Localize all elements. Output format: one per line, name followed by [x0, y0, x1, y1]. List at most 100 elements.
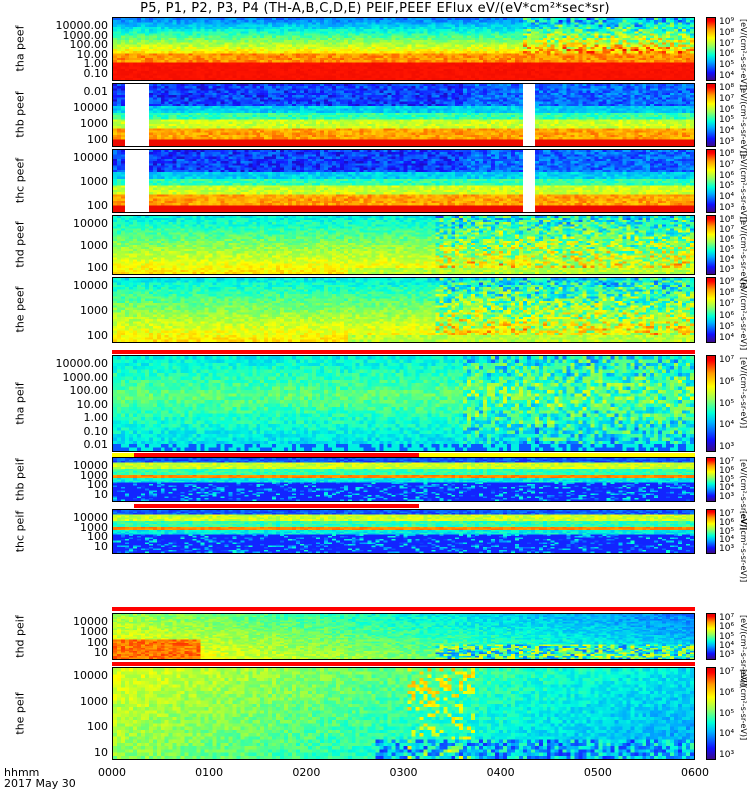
- colorbar-unit-label: [eV/(cm²-s-sr-eV)]: [739, 511, 748, 583]
- heatmap-cells-the-peif: [113, 668, 694, 759]
- y-tick-label: 0.10: [83, 424, 109, 438]
- colorbar-tick-label: 10⁷: [719, 509, 735, 519]
- y-tick-label: 1000: [80, 175, 108, 188]
- flag-bar: [112, 607, 695, 611]
- colorbar-tick-label: 10³: [719, 137, 735, 147]
- y-axis-label-thb-peif: thb peif: [13, 457, 27, 501]
- heatmap-panel-the-peif: [112, 667, 695, 760]
- colorbar-tick-label: 10⁸: [719, 215, 735, 225]
- colorbar-tick-label: 10⁵: [719, 245, 735, 255]
- y-tick-label: 10000: [73, 511, 108, 524]
- plot-title: P5, P1, P2, P3, P4 (TH-A,B,C,D,E) PEIF,P…: [140, 1, 610, 16]
- y-tick-label: 100: [87, 133, 108, 146]
- colorbar-tick-label: 10⁵: [719, 526, 735, 537]
- x-tick-label: 0000: [98, 766, 126, 779]
- colorbar-unit-label: [eV/(cm²-s-sr-eV)]: [739, 19, 748, 91]
- colorbar-tha-peif: [706, 355, 716, 452]
- colorbar-unit-label: [eV/(cm²-s-sr-eV)]: [739, 151, 748, 223]
- y-tick-label: 100: [87, 530, 108, 544]
- x-tick-label: 0400: [486, 766, 515, 779]
- y-axis-label-tha-peef: tha peef: [13, 25, 27, 72]
- y-tick-label: 0.01: [83, 438, 109, 451]
- heatmap-panel-thd-peef: [112, 215, 695, 275]
- colorbar-tick-label: 10⁴: [719, 71, 735, 81]
- colorbar-tick-label: 10⁶: [719, 49, 735, 60]
- colorbar-tick-label: 10⁷: [719, 93, 735, 104]
- colorbar-thc-peef: [706, 149, 716, 213]
- x-tick-label: 0600: [681, 766, 709, 779]
- y-tick-label: 10000.00: [55, 19, 109, 32]
- y-tick-label: 1000: [80, 468, 108, 482]
- colorbar-tick-label: 10⁷: [719, 667, 735, 677]
- colorbar-unit-label: [eV/(cm²-s-sr-eV)]: [739, 217, 748, 289]
- colorbar-tick-label: 10⁵: [719, 474, 735, 485]
- colorbar-tick-label: 10³: [719, 203, 735, 213]
- y-tick-label: 100.00: [69, 384, 109, 397]
- colorbar-thb-peef: [706, 83, 716, 147]
- y-tick-label: 10000: [73, 151, 108, 164]
- colorbar-the-peif: [706, 667, 716, 760]
- y-tick-label: 100: [87, 720, 108, 734]
- x-tick-label: 0300: [389, 766, 418, 779]
- y-tick-label: 10000: [73, 669, 108, 682]
- colorbar-tick-label: 10⁶: [719, 170, 735, 181]
- colorbar-tick-label: 10⁷: [719, 225, 735, 235]
- colorbar-tick-label: 10³: [719, 750, 735, 760]
- y-tick-label: 0.01: [83, 85, 109, 98]
- colorbar-tick-label: 10⁵: [719, 115, 735, 126]
- y-tick-label: 10: [94, 540, 108, 553]
- colorbar-unit-label: [eV/(cm²-s-sr-eV)]: [739, 279, 748, 351]
- colorbar-tick-label: 10⁴: [719, 192, 735, 203]
- y-tick-label: 100: [87, 199, 108, 212]
- x-tick-label: 0500: [583, 766, 612, 779]
- y-axis-label-thd-peif: thd peif: [13, 614, 27, 658]
- colorbar-tick-label: 10⁴: [719, 333, 735, 343]
- colorbar-tick-label: 10⁴: [719, 535, 735, 546]
- x-tick-label: 0200: [292, 766, 321, 779]
- colorbar-thb-peif: [706, 457, 716, 502]
- colorbar-tick-label: 10⁶: [719, 622, 735, 633]
- y-tick-label: 10.00: [76, 47, 109, 61]
- y-tick-label: 1.00: [83, 411, 109, 424]
- y-axis-label-thc-peif: thc peif: [13, 510, 27, 552]
- colorbar-tick-label: 10⁸: [719, 149, 735, 159]
- y-tick-label: 1000: [80, 694, 108, 708]
- heatmap-panel-tha-peif: [112, 355, 695, 452]
- heatmap-panel-thc-peif: [112, 509, 695, 554]
- heatmap-panel-thb-peif: [112, 457, 695, 502]
- heatmap-cells-the-peef: [113, 278, 694, 342]
- colorbar-tick-label: 10⁴: [719, 420, 735, 431]
- colorbar-tick-label: 10³: [719, 442, 735, 452]
- y-tick-label: 10000: [73, 279, 108, 292]
- colorbar-tick-label: 10⁵: [719, 398, 735, 409]
- colorbar-thd-peif: [706, 613, 716, 660]
- colorbar-thc-peif: [706, 509, 716, 554]
- heatmap-panel-tha-peef: [112, 17, 695, 81]
- flag-bar: [112, 350, 695, 354]
- flag-bar: [134, 504, 419, 508]
- y-tick-label: 1000: [80, 520, 108, 534]
- colorbar-tick-label: 10³: [719, 544, 735, 554]
- colorbar-tick-label: 10⁸: [719, 288, 735, 299]
- heatmap-cells-thc-peif: [113, 510, 694, 553]
- colorbar-tick-label: 10⁴: [719, 483, 735, 494]
- heatmap-panel-thb-peef: [112, 83, 695, 147]
- colorbar-unit-label: [eV/(cm²-s-sr-eV)]: [739, 669, 748, 741]
- flag-bar: [134, 453, 419, 457]
- colorbar-tick-label: 10⁵: [719, 321, 735, 332]
- colorbar-unit-label: [eV/(cm²-s-sr-eV)]: [739, 85, 748, 157]
- y-tick-label: 10000: [73, 101, 108, 114]
- colorbar-thd-peef: [706, 215, 716, 275]
- colorbar-tick-label: 10⁷: [719, 355, 735, 365]
- y-axis-label-thd-peef: thd peef: [13, 221, 27, 268]
- y-tick-label: 10000.00: [55, 357, 109, 370]
- colorbar-tick-label: 10⁶: [719, 104, 735, 115]
- x-axis-date: 2017 May 30: [4, 777, 76, 790]
- heatmap-panel-thc-peef: [112, 149, 695, 213]
- y-tick-label: 10: [94, 646, 108, 659]
- colorbar-tha-peef: [706, 17, 716, 81]
- y-tick-label: 10000: [73, 615, 108, 628]
- x-axis-label: hhmm: [4, 766, 40, 779]
- flag-bar: [112, 662, 695, 666]
- y-tick-label: 100: [87, 478, 108, 492]
